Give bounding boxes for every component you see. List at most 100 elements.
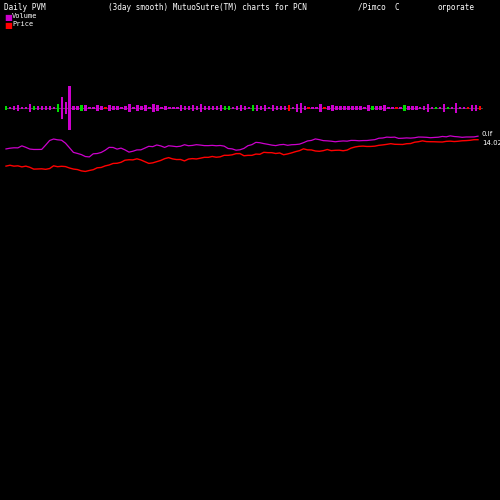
Bar — [12, 108, 15, 110]
Text: 14.02: 14.02 — [482, 140, 500, 145]
Bar — [60, 96, 63, 108]
Bar — [224, 108, 226, 110]
Bar — [252, 105, 254, 108]
Bar — [316, 108, 318, 109]
Bar — [68, 86, 71, 108]
Bar — [64, 108, 67, 114]
Bar — [264, 105, 266, 108]
Bar — [324, 108, 326, 110]
Bar — [116, 108, 119, 110]
Bar — [407, 108, 410, 110]
Text: Price: Price — [12, 21, 33, 27]
Bar — [352, 108, 354, 110]
Bar — [184, 108, 186, 110]
Bar — [264, 108, 266, 111]
Bar — [375, 108, 378, 110]
Bar — [427, 104, 430, 108]
Bar — [328, 108, 330, 110]
Bar — [116, 106, 119, 108]
Bar — [467, 107, 469, 108]
Bar — [108, 105, 111, 108]
Bar — [459, 106, 462, 108]
Bar — [84, 104, 87, 108]
Bar — [419, 108, 422, 109]
Bar — [340, 106, 342, 108]
Bar — [84, 108, 87, 112]
Bar — [475, 105, 478, 108]
Bar — [296, 108, 298, 112]
Bar — [204, 108, 206, 110]
Bar — [431, 106, 434, 108]
Bar — [124, 106, 126, 108]
Bar — [411, 106, 414, 108]
Bar — [136, 108, 138, 110]
Bar — [124, 108, 126, 110]
Bar — [32, 108, 35, 110]
Bar — [28, 104, 31, 108]
Bar — [188, 106, 190, 108]
Bar — [92, 107, 95, 108]
Bar — [244, 108, 246, 110]
Bar — [320, 104, 322, 108]
Bar — [304, 108, 306, 110]
Bar — [16, 104, 19, 108]
Bar — [240, 108, 242, 110]
Bar — [40, 106, 43, 108]
Bar — [451, 108, 454, 109]
Bar — [24, 108, 27, 110]
Bar — [208, 108, 210, 110]
Bar — [192, 108, 194, 110]
Bar — [276, 106, 278, 108]
Bar — [328, 106, 330, 108]
Bar — [5, 106, 7, 108]
Text: 0.If: 0.If — [482, 131, 493, 137]
Bar — [248, 108, 250, 110]
Bar — [423, 108, 426, 110]
Bar — [224, 106, 226, 108]
Bar — [196, 108, 198, 110]
Bar — [475, 108, 478, 111]
Bar — [324, 106, 326, 108]
Bar — [44, 106, 47, 108]
Bar — [72, 106, 75, 108]
Bar — [387, 106, 390, 108]
Bar — [200, 104, 202, 108]
Bar — [96, 108, 99, 112]
Bar — [364, 107, 366, 108]
Text: Volume: Volume — [12, 13, 38, 19]
Bar — [415, 106, 418, 108]
Bar — [336, 106, 338, 108]
Bar — [208, 106, 210, 108]
Bar — [60, 108, 63, 120]
Bar — [108, 108, 111, 111]
Bar — [212, 108, 214, 110]
Bar — [152, 108, 154, 112]
Bar — [344, 108, 346, 110]
Bar — [364, 108, 366, 109]
Bar — [20, 106, 23, 108]
Bar — [463, 108, 466, 110]
Bar — [356, 106, 358, 108]
Bar — [88, 106, 91, 108]
Bar — [395, 107, 398, 108]
Bar — [104, 108, 107, 109]
Bar — [148, 106, 150, 108]
Bar — [164, 106, 166, 108]
Bar — [292, 107, 294, 108]
Bar — [391, 108, 394, 110]
Bar — [439, 108, 442, 109]
Bar — [383, 104, 386, 108]
Bar — [228, 106, 230, 108]
Bar — [100, 108, 103, 110]
Bar — [244, 106, 246, 108]
Bar — [308, 107, 310, 108]
Bar — [52, 106, 55, 108]
Bar — [88, 108, 91, 110]
Bar — [367, 106, 370, 108]
Bar — [336, 108, 338, 110]
Bar — [72, 108, 75, 110]
Bar — [48, 106, 51, 108]
Bar — [168, 108, 170, 110]
Bar — [232, 108, 234, 110]
Bar — [216, 106, 218, 108]
